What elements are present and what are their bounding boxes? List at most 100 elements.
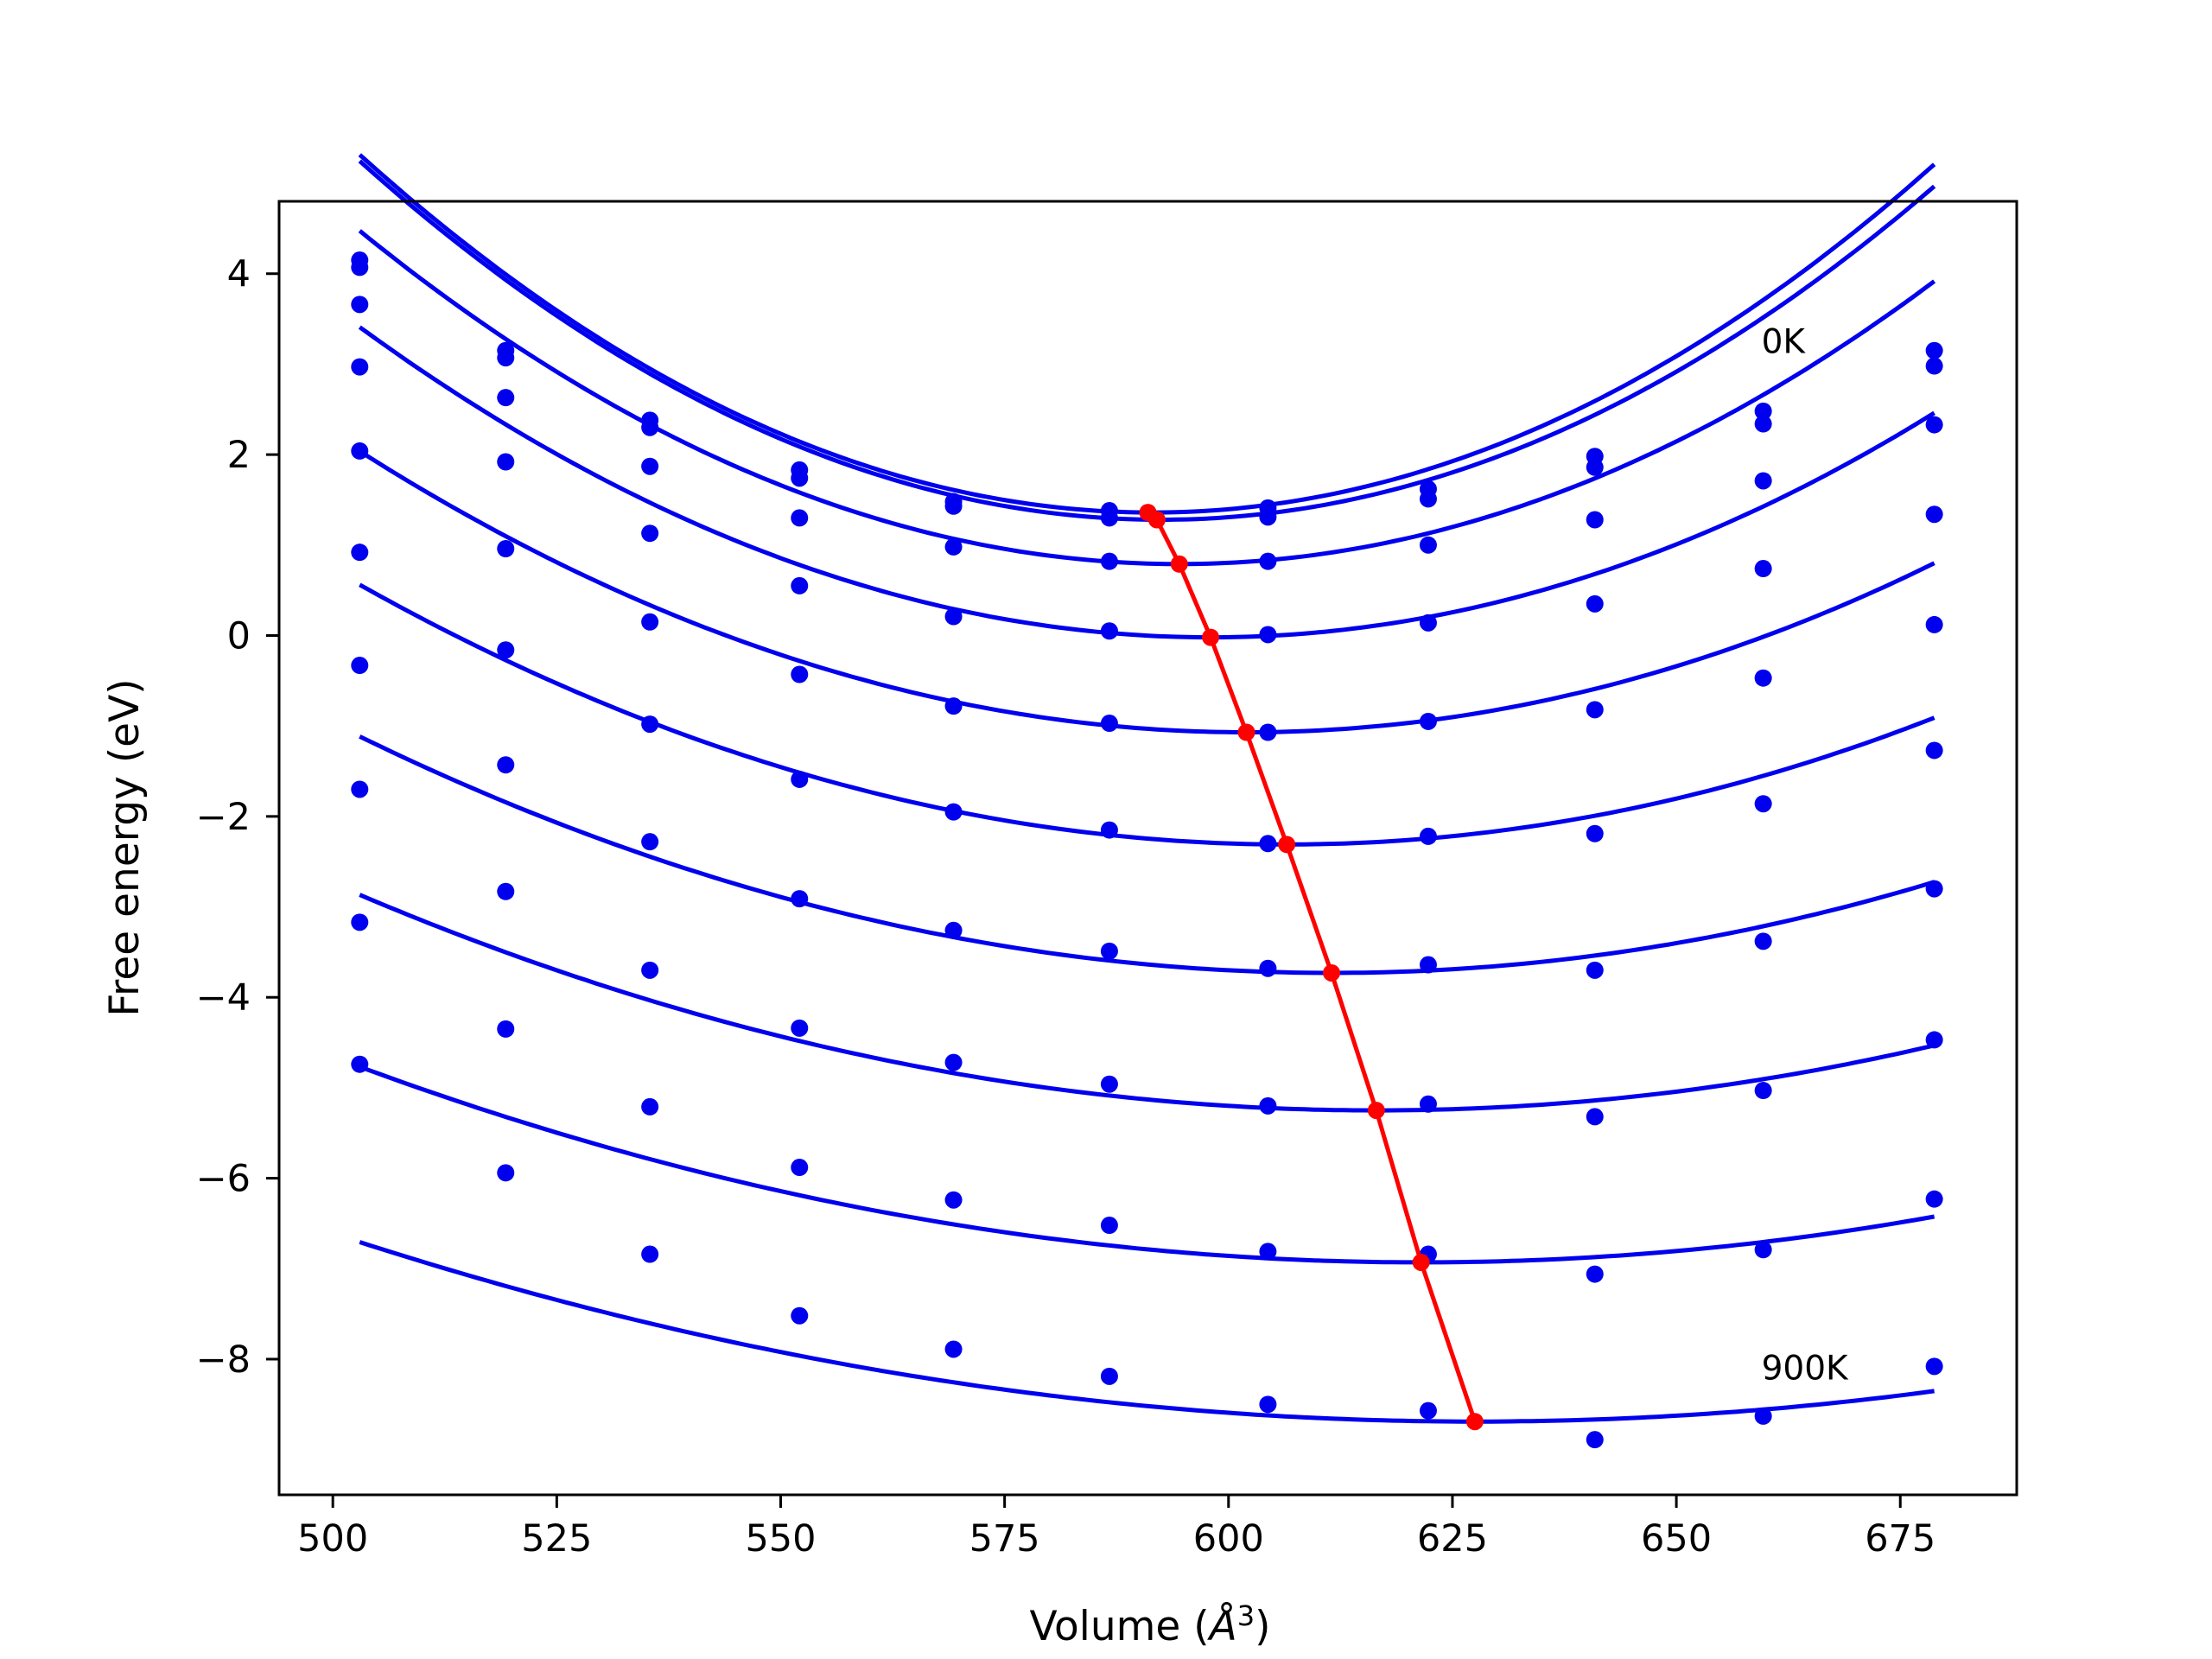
data-point-5-5 <box>1100 821 1118 839</box>
data-point-9-4 <box>944 1340 963 1358</box>
minimum-point-9 <box>1465 1413 1484 1431</box>
data-point-2-8 <box>1586 511 1604 529</box>
data-point-5-9 <box>1754 795 1772 813</box>
data-point-2-9 <box>1754 472 1772 490</box>
data-point-1-7 <box>1419 490 1437 508</box>
minimum-point-6 <box>1323 963 1341 982</box>
y-axis-title: Free energy (eV) <box>101 678 149 1016</box>
data-point-8-4 <box>944 1191 963 1209</box>
data-point-3-7 <box>1419 613 1437 632</box>
data-point-1-0 <box>351 258 369 276</box>
fit-curve-8 <box>359 1065 1936 1265</box>
data-point-7-1 <box>497 882 515 900</box>
fit-curve-4 <box>358 449 1936 734</box>
data-point-8-1 <box>497 1020 515 1038</box>
data-point-3-0 <box>351 358 369 376</box>
minimum-point-8 <box>1412 1253 1430 1271</box>
data-point-4-0 <box>351 442 369 460</box>
x-tick-label-5: 625 <box>1417 1517 1488 1560</box>
data-point-6-0 <box>351 657 369 675</box>
data-point-2-0 <box>351 296 369 314</box>
data-point-5-8 <box>1586 824 1604 842</box>
fit-curve-9 <box>359 1240 1935 1424</box>
data-point-4-1 <box>497 539 515 557</box>
data-point-2-2 <box>641 457 659 475</box>
x-tick-label-6: 650 <box>1641 1517 1712 1560</box>
data-point-9-0 <box>351 1055 369 1073</box>
data-point-2-1 <box>497 389 515 407</box>
data-point-3-6 <box>1259 626 1277 644</box>
data-point-6-8 <box>1586 961 1604 979</box>
data-point-7-4 <box>944 1053 963 1071</box>
data-point-9-2 <box>641 1245 659 1263</box>
data-point-2-10 <box>1925 416 1943 434</box>
data-point-6-3 <box>791 890 809 908</box>
data-point-4-5 <box>1100 715 1118 733</box>
data-point-5-0 <box>351 543 369 562</box>
data-point-4-2 <box>641 613 659 631</box>
data-point-9-10 <box>1925 1357 1943 1376</box>
data-point-3-1 <box>497 453 515 471</box>
data-point-9-8 <box>1586 1431 1604 1449</box>
data-point-7-6 <box>1259 1096 1277 1115</box>
y-tick-label-4: −4 <box>196 976 251 1020</box>
data-point-1-5 <box>1100 509 1118 527</box>
annotation-0: 0K <box>1762 322 1807 361</box>
data-point-8-5 <box>1100 1217 1118 1235</box>
minimum-point-7 <box>1367 1102 1385 1120</box>
data-point-3-5 <box>1100 622 1118 640</box>
data-point-6-6 <box>1259 959 1277 977</box>
data-point-9-7 <box>1419 1402 1437 1420</box>
data-point-5-10 <box>1925 741 1943 760</box>
y-tick-label-2: 0 <box>227 614 251 658</box>
data-point-7-5 <box>1100 1075 1118 1093</box>
data-point-4-4 <box>944 697 963 715</box>
data-point-2-6 <box>1259 552 1277 570</box>
data-point-2-3 <box>791 509 809 527</box>
data-point-6-10 <box>1925 880 1943 898</box>
minimum-point-5 <box>1278 836 1296 854</box>
data-point-5-6 <box>1259 835 1277 853</box>
data-point-8-6 <box>1259 1243 1277 1261</box>
data-point-0-9 <box>1754 402 1772 420</box>
data-point-1-1 <box>497 349 515 367</box>
data-point-5-4 <box>944 803 963 821</box>
fit-curve-7 <box>359 893 1936 1113</box>
minimum-point-1 <box>1147 511 1166 529</box>
plot-area <box>351 153 1943 1449</box>
y-tick-label-6: −8 <box>196 1338 251 1382</box>
minimum-point-4 <box>1237 723 1255 741</box>
data-point-2-4 <box>944 537 963 556</box>
data-point-1-8 <box>1586 458 1604 476</box>
y-tick-label-3: −2 <box>196 796 251 839</box>
x-tick-label-3: 575 <box>969 1517 1040 1560</box>
minimum-point-3 <box>1202 628 1220 646</box>
data-point-5-1 <box>497 641 515 659</box>
data-point-9-5 <box>1100 1367 1118 1385</box>
data-point-6-2 <box>641 833 659 851</box>
y-tick-label-5: −6 <box>196 1158 251 1201</box>
annotation-1: 900K <box>1762 1349 1849 1388</box>
x-tick-label-4: 600 <box>1193 1517 1264 1560</box>
data-point-2-5 <box>1100 552 1118 570</box>
data-point-5-2 <box>641 715 659 734</box>
data-point-8-0 <box>351 913 369 931</box>
data-point-1-2 <box>641 418 659 436</box>
fit-curve-3 <box>358 325 1936 640</box>
data-point-1-4 <box>944 497 963 515</box>
data-point-4-6 <box>1259 723 1277 741</box>
data-point-7-7 <box>1419 1095 1437 1113</box>
data-point-7-8 <box>1586 1108 1604 1126</box>
y-axis: 4 2 0 −2 −4 −6 −8 <box>196 253 279 1382</box>
data-point-7-0 <box>351 780 369 798</box>
x-tick-label-2: 550 <box>745 1517 816 1560</box>
data-point-3-8 <box>1586 594 1604 613</box>
data-point-3-10 <box>1925 505 1943 524</box>
y-tick-label-0: 4 <box>227 253 251 296</box>
data-point-8-8 <box>1586 1265 1604 1283</box>
data-point-7-10 <box>1925 1031 1943 1049</box>
data-point-4-7 <box>1419 712 1437 730</box>
data-point-1-6 <box>1259 508 1277 526</box>
data-point-3-4 <box>944 607 963 626</box>
